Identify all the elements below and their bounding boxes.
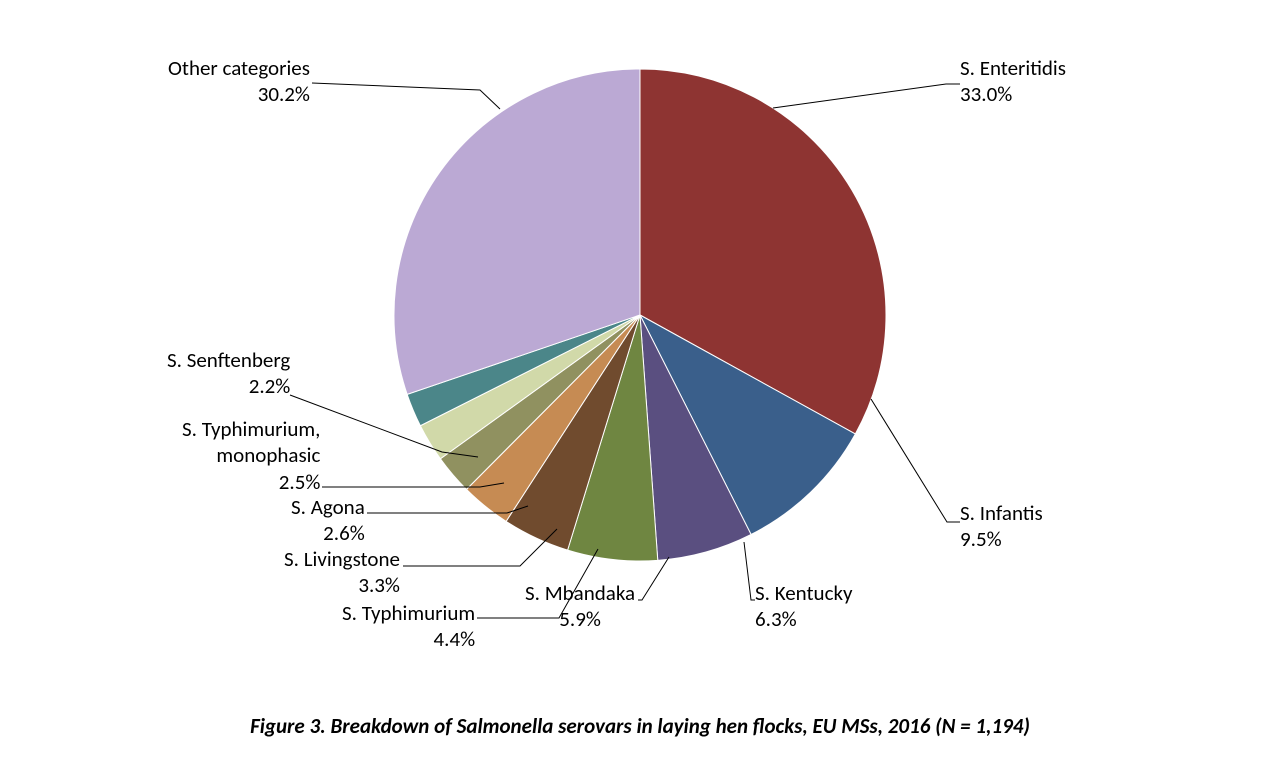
slice-label-percent: 3.3% — [284, 572, 400, 598]
slice-label-name: S. Senftenberg — [167, 347, 290, 373]
slice-label-name: S. Mbandaka — [525, 580, 635, 606]
slice-label-percent: 2.5% — [182, 469, 320, 495]
slice-label-percent: 30.2% — [168, 81, 310, 107]
leader-line — [773, 84, 960, 108]
chart-stage: S. Enteritidis33.0% S. Infantis9.5% S. Ken… — [0, 0, 1280, 764]
slice-label-name: S. Typhimurium, monophasic — [182, 416, 320, 469]
slice-label-name: S. Infantis — [960, 500, 1043, 526]
slice-label: S. Mbandaka5.9% — [525, 580, 635, 633]
slice-label-name: S. Agona — [291, 494, 365, 520]
slice-label: S. Senftenberg2.2% — [167, 347, 290, 400]
slice-label: S. Typhimurium4.4% — [342, 600, 475, 653]
leader-line — [638, 557, 669, 600]
slice-label-name: S. Enteritidis — [960, 55, 1066, 81]
leader-line — [744, 542, 755, 600]
leader-line — [312, 83, 500, 109]
slice-label-percent: 5.9% — [525, 606, 635, 632]
slice-label-percent: 33.0% — [960, 81, 1066, 107]
slice-label-name: S. Livingstone — [284, 546, 400, 572]
slice-label-name: S. Typhimurium — [342, 600, 475, 626]
slice-label-percent: 2.6% — [291, 520, 365, 546]
slice-label-percent: 6.3% — [755, 606, 853, 632]
leader-line — [871, 399, 960, 522]
slice-label: S. Typhimurium, monophasic2.5% — [182, 416, 320, 495]
slice-label-percent: 2.2% — [167, 373, 290, 399]
slice-label: Other categories30.2% — [168, 55, 310, 108]
slice-label-percent: 4.4% — [342, 626, 475, 652]
slice-label-percent: 9.5% — [960, 526, 1043, 552]
slice-label: S. Agona2.6% — [291, 494, 365, 547]
slice-label: S. Enteritidis33.0% — [960, 55, 1066, 108]
slice-label-name: S. Kentucky — [755, 580, 853, 606]
figure-caption: Figure 3. Breakdown of Salmonella serova… — [0, 713, 1280, 739]
slice-label: S. Infantis9.5% — [960, 500, 1043, 553]
slice-label: S. Livingstone3.3% — [284, 546, 400, 599]
slice-label-name: Other categories — [168, 55, 310, 81]
slice-label: S. Kentucky6.3% — [755, 580, 853, 633]
